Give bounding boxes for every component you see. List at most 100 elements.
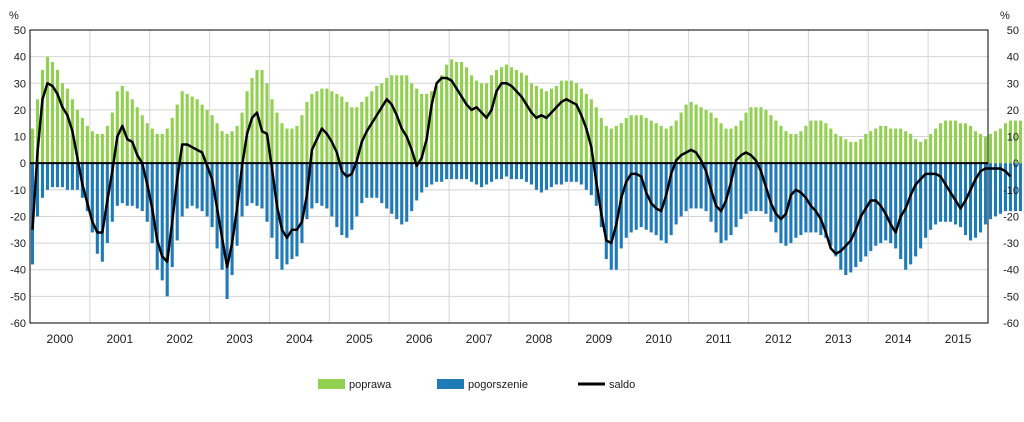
bar-poprawa — [859, 139, 862, 163]
bar-poprawa — [415, 89, 418, 164]
bar-pogorszenie — [51, 163, 54, 187]
bar-poprawa — [914, 139, 917, 163]
bar-pogorszenie — [535, 163, 538, 190]
bar-pogorszenie — [844, 163, 847, 275]
bar-poprawa — [665, 129, 668, 164]
bar-poprawa — [630, 115, 633, 163]
bar-pogorszenie — [360, 163, 363, 203]
bar-poprawa — [615, 126, 618, 163]
bar-poprawa — [221, 131, 224, 163]
bar-poprawa — [824, 123, 827, 163]
bar-poprawa — [211, 115, 214, 163]
bar-poprawa — [470, 75, 473, 163]
bar-pogorszenie — [390, 163, 393, 214]
bar-poprawa — [979, 134, 982, 163]
bar-pogorszenie — [784, 163, 787, 246]
bar-poprawa — [176, 105, 179, 164]
bar-poprawa — [819, 121, 822, 164]
bar-poprawa — [705, 110, 708, 163]
bar-poprawa — [126, 91, 129, 163]
bar-poprawa — [216, 123, 219, 163]
bar-poprawa — [191, 97, 194, 164]
bar-poprawa — [565, 81, 568, 164]
bar-poprawa — [360, 102, 363, 163]
bar-poprawa — [61, 83, 64, 163]
bar-pogorszenie — [744, 163, 747, 214]
bar-pogorszenie — [794, 163, 797, 238]
bar-pogorszenie — [440, 163, 443, 182]
bar-pogorszenie — [365, 163, 368, 198]
bar-poprawa — [515, 70, 518, 163]
bar-poprawa — [56, 70, 59, 163]
bar-pogorszenie — [131, 163, 134, 206]
bar-poprawa — [580, 89, 583, 164]
bar-pogorszenie — [410, 163, 413, 211]
bar-pogorszenie — [585, 163, 588, 190]
bar-poprawa — [610, 129, 613, 164]
bar-pogorszenie — [300, 163, 303, 243]
bar-pogorszenie — [749, 163, 752, 211]
y-tick-label-right: 50 — [1007, 25, 1019, 37]
legend-label-pogorszenie: pogorszenie — [468, 379, 528, 391]
bar-pogorszenie — [799, 163, 802, 235]
bar-pogorszenie — [814, 163, 817, 232]
bar-pogorszenie — [295, 163, 298, 256]
bar-pogorszenie — [565, 163, 568, 182]
bar-poprawa — [450, 59, 453, 163]
bar-pogorszenie — [695, 163, 698, 208]
bar-poprawa — [839, 137, 842, 164]
bar-poprawa — [620, 123, 623, 163]
bar-pogorszenie — [944, 163, 947, 222]
bar-poprawa — [879, 126, 882, 163]
bar-pogorszenie — [500, 163, 503, 179]
bar-poprawa — [156, 134, 159, 163]
legend-item-pogorszenie: pogorszenie — [437, 379, 528, 391]
bar-pogorszenie — [1019, 163, 1022, 211]
bar-pogorszenie — [485, 163, 488, 184]
bar-pogorszenie — [420, 163, 423, 192]
y-tick-label-left: 0 — [20, 158, 26, 170]
bar-poprawa — [869, 131, 872, 163]
x-tick-label: 2013 — [825, 332, 852, 346]
bar-poprawa — [520, 73, 523, 164]
bar-poprawa — [330, 91, 333, 163]
bar-poprawa — [899, 129, 902, 164]
bar-pogorszenie — [166, 163, 169, 296]
bar-poprawa — [700, 107, 703, 163]
y-tick-label-left: -60 — [10, 318, 26, 330]
bar-poprawa — [455, 62, 458, 163]
y-unit-right: % — [1000, 10, 1010, 22]
legend-item-poprawa: poprawa — [318, 379, 392, 391]
bar-poprawa — [121, 86, 124, 163]
bar-poprawa — [769, 115, 772, 163]
bar-poprawa — [380, 83, 383, 163]
bar-pogorszenie — [71, 163, 74, 190]
bar-poprawa — [265, 83, 268, 163]
bar-pogorszenie — [894, 163, 897, 248]
bar-poprawa — [834, 134, 837, 163]
bar-poprawa — [305, 102, 308, 163]
bar-pogorszenie — [280, 163, 283, 270]
y-tick-label-left: -40 — [10, 265, 26, 277]
bar-poprawa — [166, 129, 169, 164]
bar-poprawa — [715, 118, 718, 163]
bar-pogorszenie — [186, 163, 189, 208]
bar-pogorszenie — [520, 163, 523, 179]
bar-pogorszenie — [884, 163, 887, 240]
bar-poprawa — [984, 137, 987, 164]
y-tick-label-right: -10 — [1003, 185, 1019, 197]
bar-poprawa — [161, 134, 164, 163]
bar-poprawa — [974, 131, 977, 163]
bar-pogorszenie — [490, 163, 493, 182]
bar-poprawa — [929, 134, 932, 163]
bar-poprawa — [186, 94, 189, 163]
bar-pogorszenie — [46, 163, 49, 190]
y-tick-label-left: 20 — [14, 105, 26, 117]
bar-pogorszenie — [181, 163, 184, 216]
bar-poprawa — [814, 121, 817, 164]
bar-pogorszenie — [475, 163, 478, 184]
bar-pogorszenie — [774, 163, 777, 232]
